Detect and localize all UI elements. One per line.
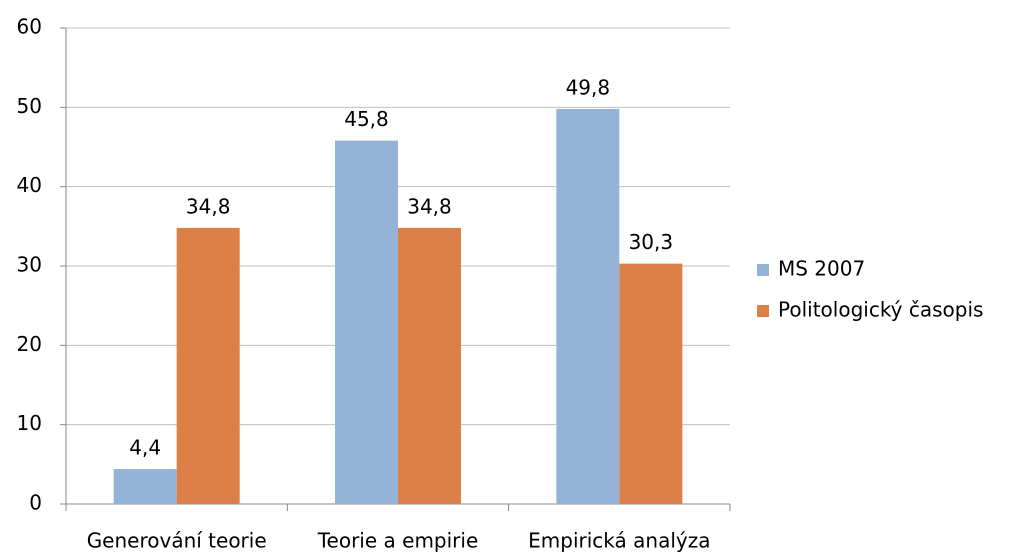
data-label: 45,8 [344,107,389,131]
y-tick-label: 40 [17,173,42,197]
data-label: 4,4 [129,436,161,460]
legend-swatch [757,305,769,317]
data-label: 30,3 [629,230,674,254]
bar [619,263,683,504]
bar [113,469,177,504]
bar [335,140,398,505]
y-tick-label: 60 [17,15,42,39]
bar [176,227,240,505]
y-tick-label: 10 [17,411,42,435]
legend-swatch [757,264,769,276]
x-tick-label: Teorie a empirie [317,529,479,553]
legend-label: Politologický časopis [778,298,983,322]
data-label: 49,8 [566,75,611,99]
data-label: 34,8 [407,194,452,218]
y-tick-label: 20 [17,332,42,356]
bar [398,227,461,505]
y-tick-label: 0 [29,491,42,515]
x-tick-label: Generování teorie [87,529,267,553]
y-tick-label: 50 [17,94,42,118]
x-tick-label: Empirická analýza [528,529,710,553]
bar [556,108,620,505]
y-tick-label: 30 [17,253,42,277]
legend-label: MS 2007 [778,257,865,281]
data-label: 34,8 [186,194,231,218]
